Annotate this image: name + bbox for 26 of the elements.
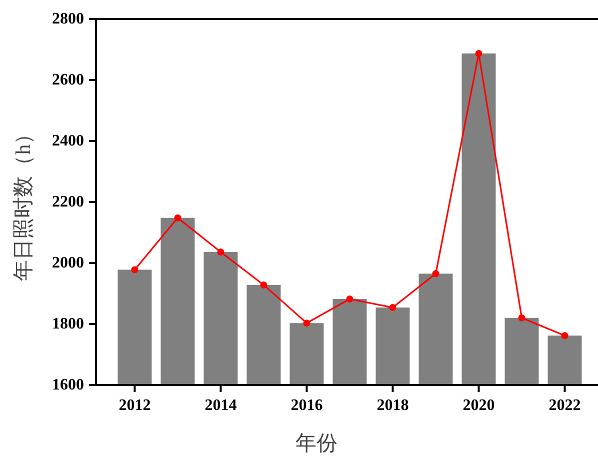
point: [217, 248, 224, 256]
y-tick-label: 2400: [52, 132, 84, 150]
point: [475, 50, 482, 57]
x-tick-label: 2016: [290, 397, 323, 414]
x-tick-label: 2012: [118, 397, 151, 414]
y-axis-title: 年日照时数（h）: [11, 123, 35, 281]
y-tick-label: 1600: [52, 376, 84, 394]
x-tick-label: 2014: [204, 397, 237, 414]
point: [561, 332, 568, 340]
point: [260, 281, 268, 288]
point: [518, 314, 526, 322]
y-tick-label: 2200: [52, 194, 84, 210]
y-tick-label: 1800: [52, 316, 84, 332]
x-tick-label: 2018: [376, 397, 409, 414]
point: [432, 270, 440, 278]
point: [346, 295, 354, 302]
point: [131, 266, 138, 274]
y-tick-label: 2000: [52, 254, 84, 272]
point: [303, 320, 310, 327]
x-tick-label: 2020: [462, 397, 495, 414]
y-tick-label: 2600: [52, 72, 84, 88]
x-axis-title: 年份: [296, 431, 338, 455]
point: [389, 304, 396, 312]
point: [174, 214, 182, 222]
y-tick-label: 2800: [52, 10, 84, 28]
x-tick-label: 2022: [548, 397, 581, 414]
